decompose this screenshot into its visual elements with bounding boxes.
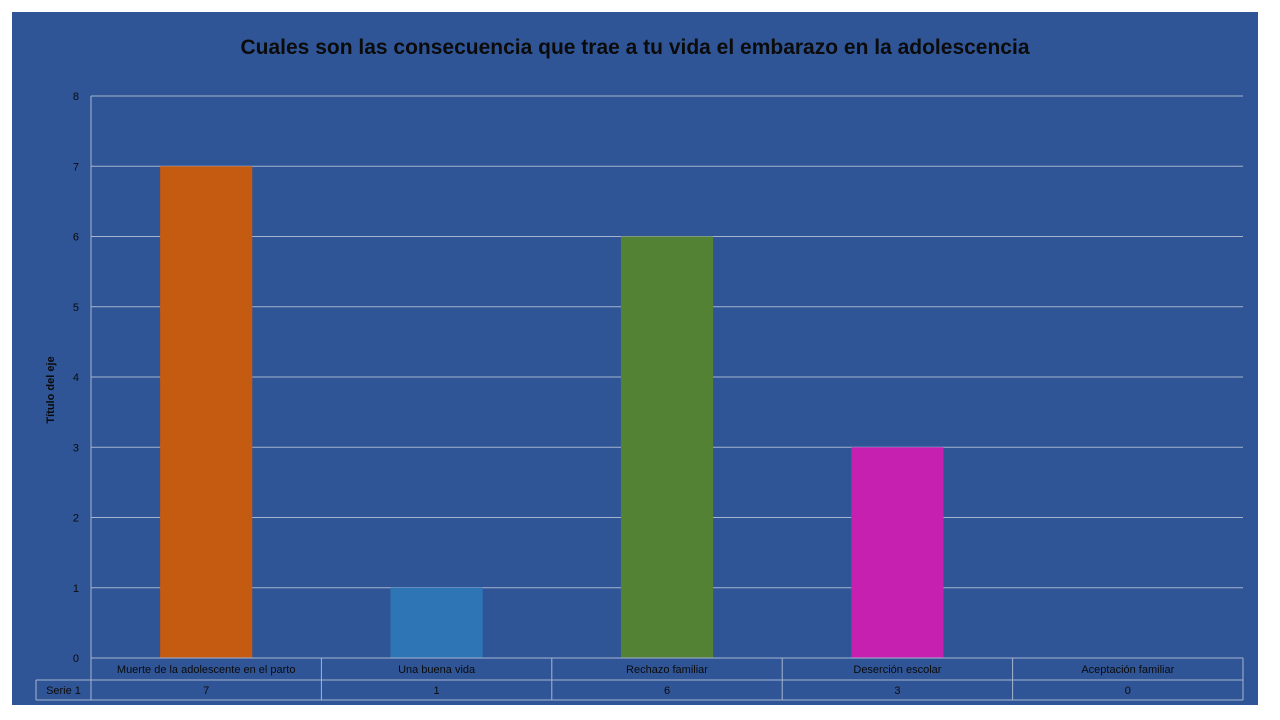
bar: [160, 166, 253, 658]
y-tick-label: 8: [73, 91, 79, 103]
y-tick-label: 1: [73, 583, 79, 595]
y-tick-label: 4: [73, 372, 79, 384]
data-table-value: 3: [894, 685, 900, 697]
series-label: Serie 1: [46, 685, 81, 697]
y-tick-label: 3: [73, 442, 79, 454]
x-category-label: Rechazo familiar: [626, 664, 708, 676]
data-table-value: 1: [434, 685, 440, 697]
x-category-label: Una buena vida: [398, 664, 476, 676]
y-tick-label: 7: [73, 161, 79, 173]
x-category-label: Aceptación familiar: [1081, 664, 1174, 676]
y-tick-label: 0: [73, 653, 79, 665]
y-tick-label: 2: [73, 513, 79, 525]
y-tick-label: 5: [73, 302, 79, 314]
data-table-value: 6: [664, 685, 670, 697]
chart-title: Cuales son las consecuencia que trae a t…: [240, 36, 1030, 59]
x-category-label: Deserción escolar: [853, 664, 941, 676]
y-tick-label: 6: [73, 232, 79, 244]
bar: [620, 236, 714, 658]
data-table-value: 7: [203, 685, 209, 697]
bar: [851, 447, 944, 658]
data-table-value: 0: [1125, 685, 1131, 697]
bar: [390, 587, 483, 658]
x-category-label: Muerte de la adolescente en el parto: [117, 664, 296, 676]
